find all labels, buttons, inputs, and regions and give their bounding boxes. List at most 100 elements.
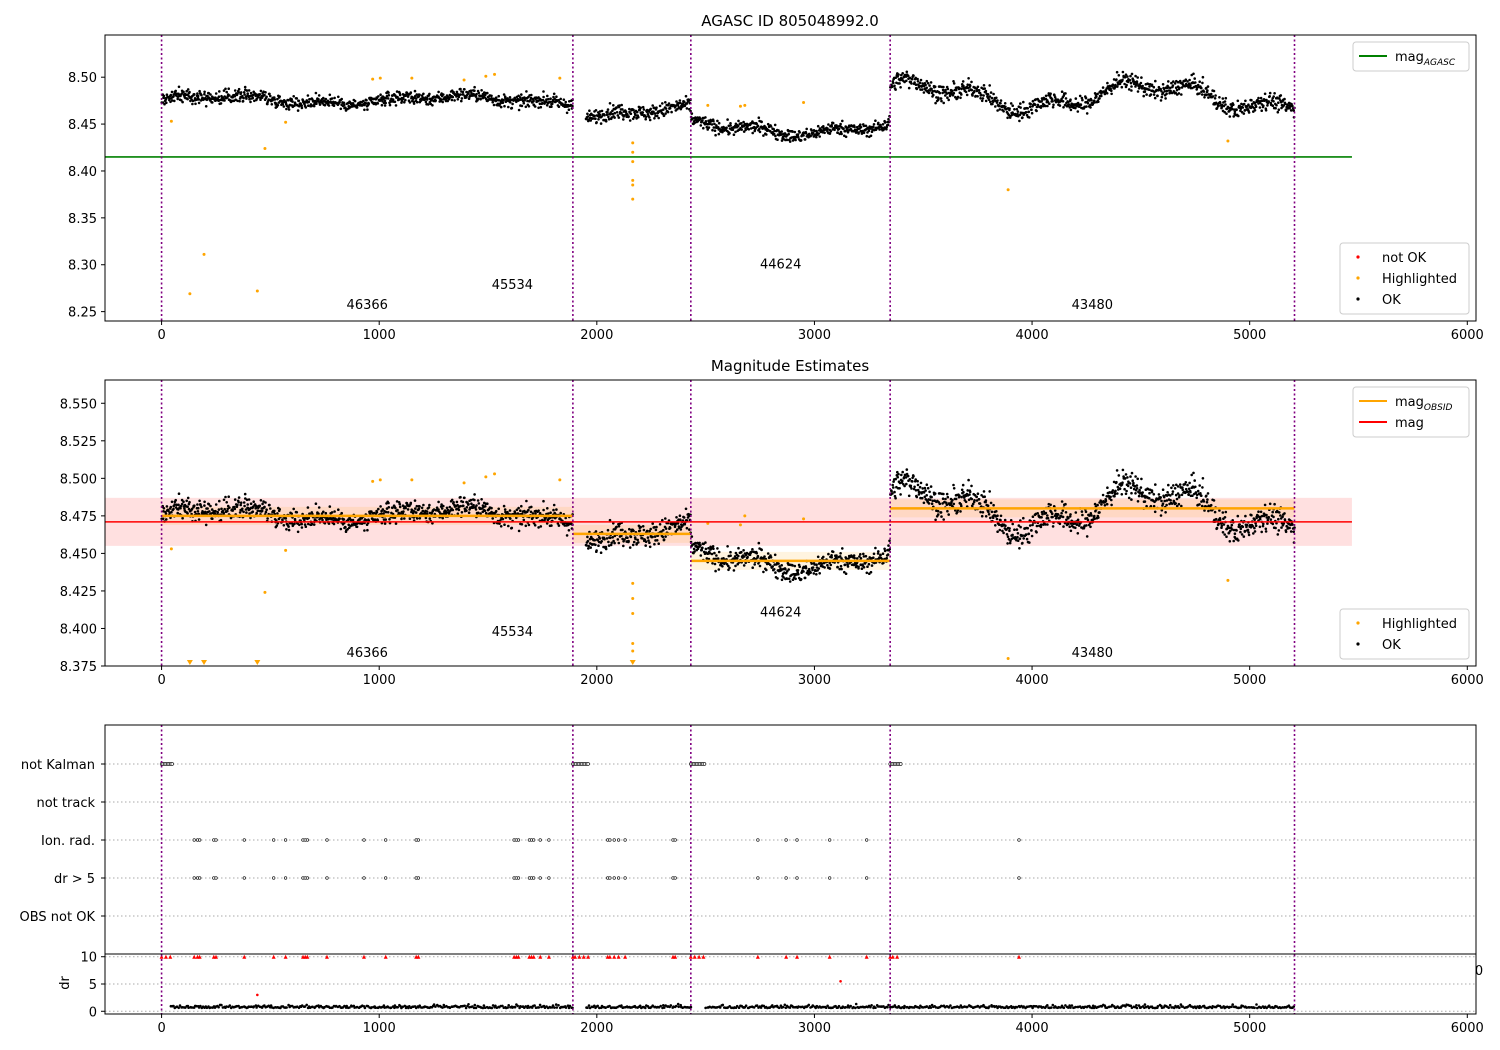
ok-point	[1214, 94, 1217, 97]
ok-point	[994, 105, 997, 108]
ok-point	[187, 507, 191, 511]
ok-point	[1117, 74, 1121, 77]
ok-point	[1273, 502, 1276, 506]
ok-point	[1141, 84, 1144, 88]
ok-point	[980, 514, 984, 518]
ok-point	[173, 99, 176, 103]
ok-point	[726, 118, 729, 121]
ok-point	[1030, 534, 1034, 538]
ok-point	[304, 106, 308, 109]
ok-point	[1236, 99, 1240, 103]
ok-point	[644, 117, 647, 121]
ok-point	[944, 94, 947, 97]
ok-point	[285, 528, 288, 531]
ok-point	[841, 119, 844, 123]
ok-point	[265, 508, 268, 512]
highlighted-point	[371, 77, 375, 81]
ok-point	[1136, 76, 1139, 79]
ok-point	[1064, 92, 1067, 95]
ok-point	[655, 539, 659, 542]
highlighted-point	[284, 548, 288, 552]
ok-point	[1207, 96, 1210, 99]
ok-point	[952, 82, 956, 85]
ok-point	[952, 502, 956, 506]
ok-point	[892, 480, 895, 483]
ok-point	[966, 83, 969, 86]
ok-point	[428, 92, 431, 96]
ok-point	[1049, 503, 1052, 507]
ok-point	[355, 106, 359, 109]
ok-point	[676, 107, 679, 111]
ok-point	[946, 87, 950, 91]
y-tick-label: 8.25	[68, 306, 97, 321]
ok-point	[751, 131, 754, 135]
ok-point	[593, 538, 596, 542]
ok-point	[162, 94, 166, 98]
ok-point	[1178, 483, 1182, 486]
ok-point	[1258, 106, 1262, 109]
ok-point	[287, 108, 291, 111]
ok-point	[970, 88, 974, 92]
ok-point	[1291, 523, 1294, 526]
ok-point	[938, 91, 942, 95]
ok-point	[402, 96, 405, 100]
y-tick-label: 8.30	[68, 259, 97, 274]
ok-point	[822, 125, 825, 128]
ok-point	[549, 97, 552, 100]
x-tick-label: 3000	[798, 328, 831, 343]
ok-point	[519, 509, 522, 512]
ok-point	[1243, 108, 1247, 112]
ok-point	[1051, 515, 1054, 519]
ok-point	[347, 523, 351, 527]
ok-point	[165, 101, 168, 105]
ok-point	[527, 523, 531, 527]
ok-point	[470, 502, 473, 506]
ok-point	[843, 129, 847, 133]
ok-point	[542, 90, 545, 93]
ok-point	[881, 552, 885, 555]
ok-point	[1186, 483, 1189, 487]
ok-point	[773, 123, 777, 127]
ok-point	[300, 104, 304, 108]
ok-point	[510, 106, 514, 110]
ok-point	[757, 127, 761, 131]
ok-point	[998, 108, 1002, 111]
ok-point	[1237, 539, 1240, 542]
ok-point	[666, 110, 670, 114]
ok-point	[892, 486, 895, 489]
ok-point	[1221, 97, 1225, 100]
ok-point	[509, 101, 512, 104]
ok-point	[809, 134, 812, 138]
ok-point	[216, 510, 219, 514]
ok-point	[179, 504, 183, 508]
ok-point	[911, 77, 914, 81]
x-tick-label: 1000	[363, 328, 396, 343]
ok-point	[1260, 530, 1263, 534]
ok-point	[346, 528, 349, 531]
ok-point	[776, 138, 779, 141]
ok-point	[1253, 101, 1256, 105]
ok-point	[644, 115, 648, 119]
ok-point	[1224, 96, 1228, 100]
ok-point	[568, 100, 571, 103]
ok-point	[1031, 523, 1034, 527]
ok-point	[791, 564, 794, 567]
ok-point	[398, 502, 402, 506]
ok-point	[1200, 93, 1204, 96]
ok-point	[404, 98, 407, 102]
ok-point	[842, 127, 845, 130]
ok-point	[1271, 510, 1274, 514]
ok-point	[604, 120, 608, 123]
ok-point	[636, 538, 639, 542]
ok-point	[1224, 103, 1227, 106]
ok-point	[661, 102, 664, 105]
ok-point	[522, 518, 526, 522]
ok-point	[542, 499, 545, 503]
ok-point	[586, 112, 589, 116]
ok-point	[716, 547, 719, 550]
ok-point	[1009, 102, 1013, 105]
ok-point	[626, 536, 629, 539]
ok-point	[431, 104, 434, 107]
ok-point	[1118, 82, 1122, 86]
ok-point	[414, 507, 417, 510]
